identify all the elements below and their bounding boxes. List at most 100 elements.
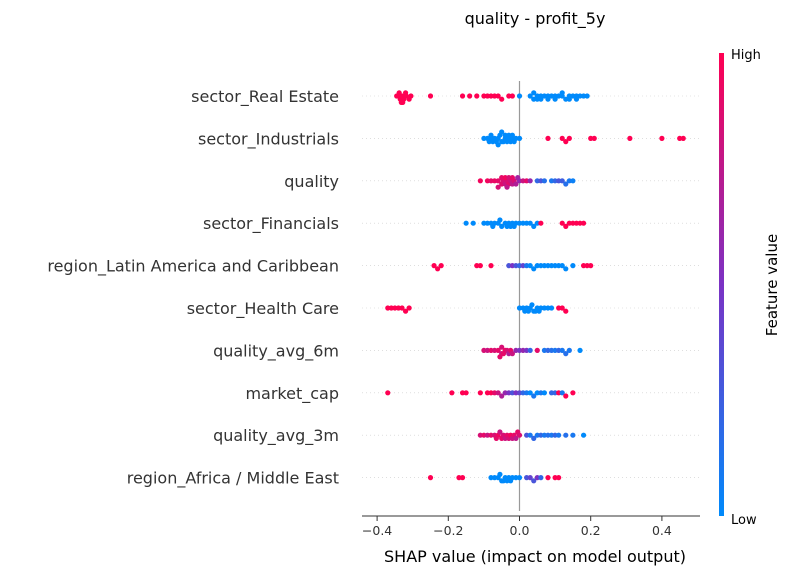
shap-point [456, 475, 462, 481]
shap-point [545, 305, 551, 311]
shap-point [392, 305, 398, 311]
shap-point [538, 220, 544, 226]
shap-point [538, 178, 544, 184]
shap-point [470, 220, 476, 226]
shap-point [627, 135, 633, 141]
shap-point [399, 305, 405, 311]
shap-point [541, 432, 548, 438]
shap-point [506, 93, 512, 99]
shap-point [509, 263, 515, 269]
shap-point [545, 96, 551, 102]
shap-point [570, 220, 576, 226]
shap-point [680, 135, 686, 141]
shap-point [559, 220, 565, 226]
shap-point [570, 390, 576, 396]
shap-point [525, 308, 532, 314]
shap-point [481, 347, 487, 353]
shap-point [524, 178, 530, 184]
colorbar: High Low Feature value [719, 48, 781, 528]
shap-point [580, 220, 587, 226]
shap-point [563, 393, 569, 399]
shap-point [559, 178, 565, 184]
shap-point [516, 305, 523, 311]
shap-point [566, 135, 572, 141]
shap-point [499, 393, 505, 399]
shap-point [495, 142, 501, 148]
shap-point [516, 178, 523, 184]
shap-point [504, 478, 510, 484]
shap-point [486, 139, 492, 145]
shap-point [488, 132, 494, 138]
shap-point [499, 223, 505, 229]
shap-point [531, 96, 537, 102]
x-tick-label: 0.0 [510, 523, 530, 538]
shap-point [566, 347, 572, 353]
shap-point [577, 93, 583, 99]
feature-label: sector_Industrials [198, 129, 339, 149]
shap-point [563, 266, 569, 272]
shap-point [563, 139, 569, 145]
shap-point [516, 220, 523, 226]
shap-point [520, 220, 526, 226]
shap-point [484, 93, 491, 99]
shap-point [531, 435, 537, 441]
shap-point [516, 432, 523, 438]
shap-point [513, 390, 519, 396]
shap-point [566, 96, 572, 102]
x-axis: −0.4 −0.2 0.0 0.2 0.4 [362, 515, 700, 538]
shap-point [513, 181, 519, 187]
shap-point [534, 390, 540, 396]
shap-point [516, 475, 523, 481]
shap-point [467, 93, 473, 99]
x-tick-label: −0.4 [362, 523, 392, 538]
shap-point [548, 178, 555, 184]
shap-point [502, 175, 508, 181]
shap-point [563, 308, 569, 314]
shap-point [552, 96, 558, 102]
shap-point [408, 93, 414, 99]
shap-point [463, 220, 469, 226]
shap-point [588, 263, 594, 269]
shap-point [541, 178, 548, 184]
colorbar-gradient [719, 53, 724, 516]
shap-point [531, 266, 537, 272]
shap-point [497, 354, 503, 360]
shap-point [573, 96, 580, 102]
shap-point [556, 93, 562, 99]
shap-point [536, 308, 542, 314]
shap-point [484, 347, 491, 353]
shap-point [552, 178, 558, 184]
shap-point [499, 96, 505, 102]
shap-point [548, 93, 555, 99]
feature-grid-lines [362, 95, 700, 478]
shap-point [522, 308, 528, 314]
shap-point [396, 90, 402, 96]
shap-point [527, 178, 533, 184]
shap-points [385, 90, 686, 484]
shap-point [497, 471, 503, 477]
shap-point [484, 178, 491, 184]
shap-point [559, 135, 565, 141]
shap-point [477, 263, 483, 269]
shap-point [577, 220, 583, 226]
shap-point [495, 184, 501, 190]
shap-point [488, 347, 494, 353]
shap-point [508, 223, 514, 229]
feature-label: quality [284, 172, 339, 191]
shap-point [500, 351, 507, 357]
shap-point [545, 432, 551, 438]
shap-point [524, 432, 530, 438]
shap-point [506, 263, 512, 269]
shap-point [506, 132, 512, 138]
shap-point [499, 129, 505, 135]
feature-label: sector_Financials [203, 214, 339, 234]
shap-point [513, 347, 519, 353]
shap-point [502, 390, 508, 396]
shap-point [500, 139, 507, 145]
shap-point [502, 132, 508, 138]
shap-point [508, 478, 514, 484]
shap-point [538, 263, 544, 269]
shap-point [385, 305, 391, 311]
shap-point [534, 432, 540, 438]
